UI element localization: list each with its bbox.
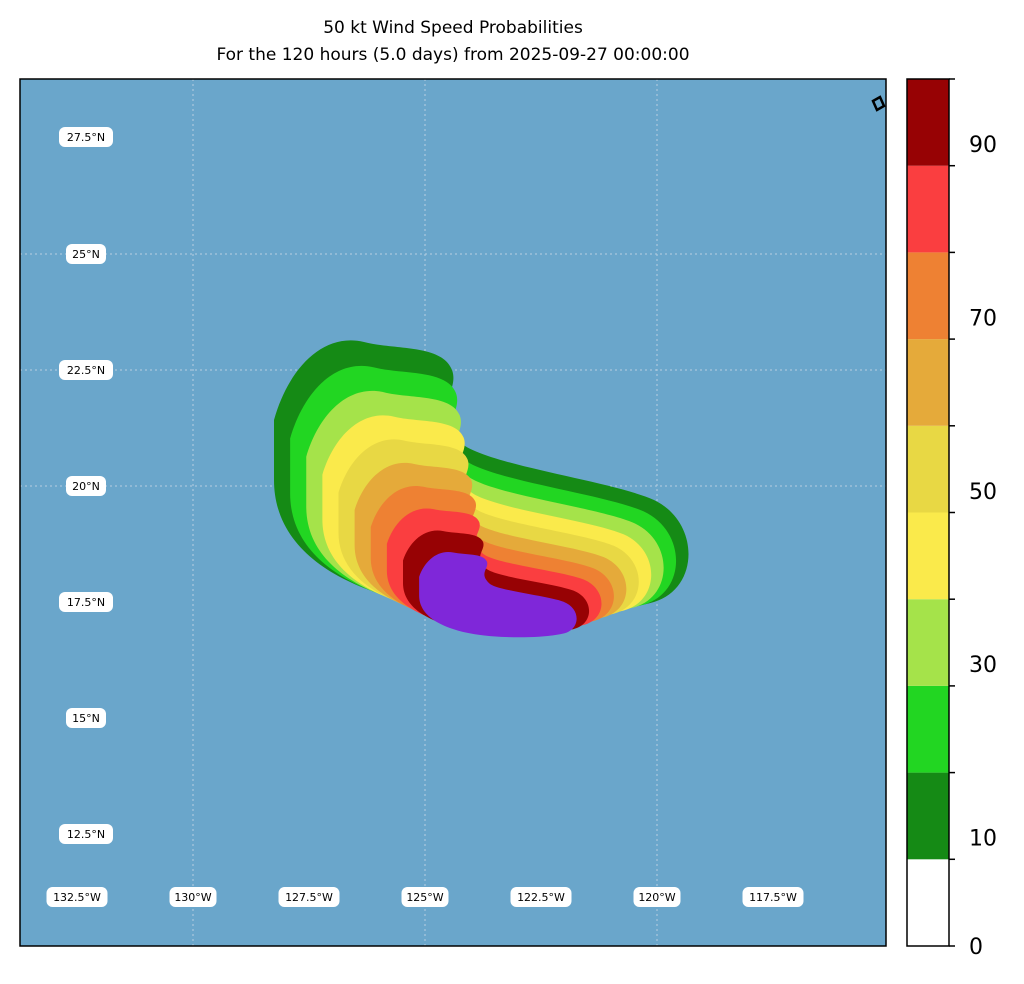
colorbar-tick-label: 0	[969, 935, 983, 960]
svg-text:127.5°W: 127.5°W	[285, 891, 333, 904]
colorbar-segment-70	[907, 252, 949, 340]
svg-text:117.5°W: 117.5°W	[749, 891, 797, 904]
colorbar-segments	[907, 79, 949, 946]
lat-label: 25°N	[66, 244, 106, 264]
lon-label: 132.5°W	[46, 887, 108, 907]
colorbar-segment-90	[907, 79, 949, 166]
svg-text:130°W: 130°W	[174, 891, 211, 904]
colorbar-segment-0	[907, 859, 949, 946]
colorbar-segment-40	[907, 512, 949, 600]
colorbar-tick-label: 10	[969, 827, 997, 852]
lat-label: 27.5°N	[59, 127, 113, 147]
chart-subtitle: For the 120 hours (5.0 days) from 2025-0…	[216, 45, 690, 65]
svg-text:132.5°W: 132.5°W	[53, 891, 101, 904]
lat-label: 12.5°N	[59, 824, 113, 844]
svg-text:20°N: 20°N	[72, 480, 100, 493]
colorbar-segment-20	[907, 685, 949, 773]
svg-text:12.5°N: 12.5°N	[67, 828, 105, 841]
lat-label: 17.5°N	[59, 592, 113, 612]
island-outline	[871, 95, 886, 112]
colorbar-tick-label: 50	[969, 480, 997, 505]
colorbar-tick-label: 90	[969, 133, 997, 158]
lon-label: 130°W	[169, 887, 217, 907]
colorbar-tick-label: 30	[969, 653, 997, 678]
svg-text:125°W: 125°W	[406, 891, 443, 904]
colorbar-segment-30	[907, 599, 949, 686]
svg-text:15°N: 15°N	[72, 712, 100, 725]
lon-label: 120°W	[633, 887, 681, 907]
colorbar-segment-10	[907, 772, 949, 860]
colorbar-segment-50	[907, 425, 949, 513]
lon-label: 127.5°W	[278, 887, 340, 907]
latitude-labels: 27.5°N 25°N 22.5°N 20°N 17.5°N 15°N 12.5°N	[59, 127, 113, 844]
chart-title: 50 kt Wind Speed Probabilities	[323, 18, 583, 38]
colorbar-segment-80	[907, 165, 949, 253]
gridlines	[20, 79, 886, 946]
svg-text:120°W: 120°W	[638, 891, 675, 904]
lat-label: 15°N	[66, 708, 106, 728]
colorbar-tick-label: 70	[969, 306, 997, 331]
svg-text:22.5°N: 22.5°N	[67, 364, 105, 377]
longitude-labels: 132.5°W 130°W 127.5°W 125°W 122.5°W 120°W 117.…	[46, 887, 804, 907]
svg-text:27.5°N: 27.5°N	[67, 131, 105, 144]
lon-label: 117.5°W	[742, 887, 804, 907]
svg-text:122.5°W: 122.5°W	[517, 891, 565, 904]
lon-label: 125°W	[401, 887, 449, 907]
svg-text:17.5°N: 17.5°N	[67, 596, 105, 609]
colorbar-ticks: 0 10 30 50 70 90	[949, 78, 997, 960]
colorbar-segment-60	[907, 339, 949, 426]
map-frame	[19, 78, 887, 947]
lat-label: 22.5°N	[59, 360, 113, 380]
lon-label: 122.5°W	[510, 887, 572, 907]
lat-label: 20°N	[66, 476, 106, 496]
svg-text:25°N: 25°N	[72, 248, 100, 261]
